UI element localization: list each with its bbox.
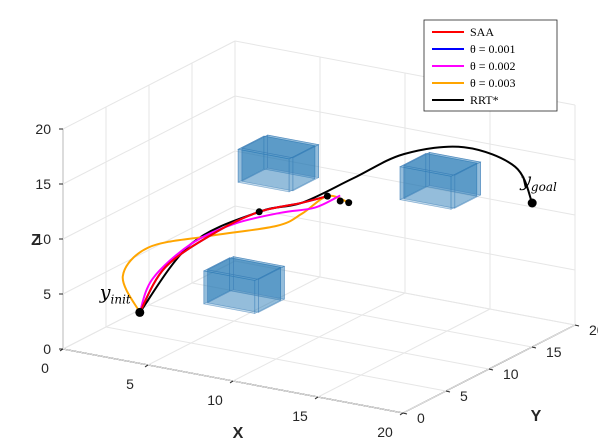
obstacle-face [429, 152, 481, 196]
label-subscript: init [111, 292, 131, 306]
x-tick-mark [314, 396, 319, 400]
z-ticks: 0 5 10 15 20 [35, 121, 63, 357]
gridline [148, 304, 490, 370]
x-tick-label: 10 [207, 392, 223, 408]
waypoint-marker [323, 192, 331, 200]
y-tick-label: 5 [460, 388, 468, 404]
label-subscript: goal [531, 180, 557, 194]
gridline [317, 308, 491, 398]
x-tick-mark [229, 380, 234, 384]
series-line [138, 194, 341, 313]
z-tick-label: 5 [43, 286, 51, 302]
init-label: yinit [99, 281, 131, 306]
legend-entry: θ = 0.003 [470, 76, 516, 90]
obstacle-cube [237, 134, 320, 193]
obstacle-cube [399, 151, 482, 210]
y-tick-mark [574, 324, 580, 327]
y-tick-mark [531, 346, 537, 349]
z-tick-label: 15 [35, 176, 51, 192]
gridline [234, 95, 576, 161]
obstacles [202, 134, 482, 314]
legend: SAA θ = 0.001 θ = 0.002 θ = 0.003 RRT* [423, 19, 558, 112]
gridlines [62, 40, 576, 414]
x-tick-mark [399, 412, 404, 416]
legend-entry: RRT* [470, 93, 499, 107]
y-tick-label: 15 [546, 344, 562, 360]
legend-entry: θ = 0.002 [470, 59, 516, 73]
y-tick-label: 20 [589, 322, 598, 338]
x-axis-label: X [233, 425, 244, 442]
legend-entry: θ = 0.001 [470, 42, 516, 56]
y-tick-mark [488, 368, 494, 371]
y-ticks: 0 5 10 15 20 [402, 322, 598, 426]
x-tick-label: 5 [126, 376, 134, 392]
series-line [138, 195, 328, 313]
gridline [62, 150, 236, 240]
endpoint-marker [135, 307, 145, 317]
y-tick-mark [402, 412, 408, 415]
x-tick-label: 0 [41, 360, 49, 376]
y-axis-label: Y [531, 408, 542, 425]
z-tick-label: 0 [43, 341, 51, 357]
x-tick-label: 20 [377, 424, 393, 440]
gridline [62, 40, 236, 130]
z-axis-label: Z [31, 232, 41, 249]
y-tick-label: 10 [503, 366, 519, 382]
gridline [234, 150, 576, 216]
waypoint-marker [336, 197, 344, 205]
y-tick-mark [445, 390, 451, 393]
legend-entry: SAA [470, 25, 494, 39]
x-ticks: 0 5 10 15 20 [41, 348, 404, 440]
markers: yinit ygoal [99, 169, 557, 317]
waypoint-marker [255, 208, 263, 216]
obstacle-cube [202, 256, 286, 314]
axis-labels: X Y Z [31, 232, 542, 442]
y-tick-label: 0 [417, 410, 425, 426]
x-tick-label: 15 [292, 408, 308, 424]
endpoint-marker [527, 198, 537, 208]
goal-label: ygoal [519, 169, 557, 194]
z-tick-label: 10 [35, 231, 51, 247]
waypoint-marker [345, 199, 353, 207]
gridline [191, 282, 533, 348]
gridline [234, 260, 576, 326]
obstacle-face [233, 256, 285, 300]
z-tick-label: 20 [35, 121, 51, 137]
obstacle-face [267, 134, 320, 178]
x-tick-mark [144, 364, 149, 368]
gridline [62, 95, 236, 185]
